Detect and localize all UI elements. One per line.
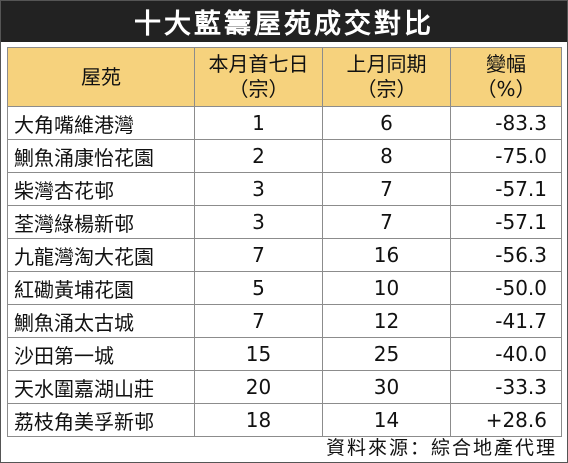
- change-percent: -40.0: [450, 337, 562, 371]
- last-month-count: 30: [322, 370, 451, 404]
- header-change: 變幅 （%）: [450, 47, 562, 107]
- last-month-count: 12: [322, 304, 451, 338]
- last-month-count: 8: [322, 139, 451, 173]
- estate-name: 鰂魚涌太古城: [7, 304, 195, 338]
- change-percent: -57.1: [450, 172, 562, 206]
- page-title: 十大藍籌屋苑成交對比: [1, 1, 567, 42]
- estate-name: 鰂魚涌康怡花園: [7, 139, 195, 173]
- change-percent: +28.6: [450, 403, 562, 437]
- estate-name: 天水圍嘉湖山莊: [7, 370, 195, 404]
- this-month-count: 3: [194, 205, 323, 239]
- table-row: 紅磡黃埔花園 5 10 -50.0: [7, 271, 562, 305]
- table-row: 鰂魚涌太古城 7 12 -41.7: [7, 304, 562, 338]
- estate-name: 荔枝角美孚新邨: [7, 403, 195, 437]
- this-month-count: 7: [194, 304, 323, 338]
- this-month-count: 20: [194, 370, 323, 404]
- last-month-count: 25: [322, 337, 451, 371]
- estate-name: 沙田第一城: [7, 337, 195, 371]
- this-month-count: 2: [194, 139, 323, 173]
- header-this-month-line1: 本月首七日: [208, 52, 309, 76]
- header-last-month: 上月同期 （宗）: [322, 47, 451, 107]
- this-month-count: 7: [194, 238, 323, 272]
- change-percent: -41.7: [450, 304, 562, 338]
- comparison-table: 屋苑 本月首七日 （宗） 上月同期 （宗） 變幅 （%） 大角嘴維港灣 1: [7, 47, 562, 437]
- last-month-count: 16: [322, 238, 451, 272]
- header-estate: 屋苑: [7, 47, 195, 107]
- change-percent: -56.3: [450, 238, 562, 272]
- change-percent: -83.3: [450, 106, 562, 140]
- header-change-unit: （%）: [476, 77, 536, 101]
- last-month-count: 7: [322, 172, 451, 206]
- table-row: 荔枝角美孚新邨 18 14 +28.6: [7, 403, 562, 437]
- table-row: 柴灣杏花邨 3 7 -57.1: [7, 172, 562, 206]
- table-row: 鰂魚涌康怡花園 2 8 -75.0: [7, 139, 562, 173]
- header-last-month-line1: 上月同期: [346, 52, 427, 76]
- estate-name: 柴灣杏花邨: [7, 172, 195, 206]
- this-month-count: 3: [194, 172, 323, 206]
- table-header-row: 屋苑 本月首七日 （宗） 上月同期 （宗） 變幅 （%）: [7, 47, 562, 107]
- change-percent: -75.0: [450, 139, 562, 173]
- change-percent: -33.3: [450, 370, 562, 404]
- last-month-count: 6: [322, 106, 451, 140]
- this-month-count: 5: [194, 271, 323, 305]
- last-month-count: 10: [322, 271, 451, 305]
- table-row: 沙田第一城 15 25 -40.0: [7, 337, 562, 371]
- estate-name: 紅磡黃埔花園: [7, 271, 195, 305]
- table-row: 大角嘴維港灣 1 6 -83.3: [7, 106, 562, 140]
- header-this-month-unit: （宗）: [228, 77, 289, 101]
- header-last-month-unit: （宗）: [356, 77, 417, 101]
- change-percent: -57.1: [450, 205, 562, 239]
- table-row: 荃灣綠楊新邨 3 7 -57.1: [7, 205, 562, 239]
- this-month-count: 15: [194, 337, 323, 371]
- this-month-count: 18: [194, 403, 323, 437]
- estate-name: 荃灣綠楊新邨: [7, 205, 195, 239]
- estate-name: 大角嘴維港灣: [7, 106, 195, 140]
- header-this-month: 本月首七日 （宗）: [194, 47, 323, 107]
- table-row: 天水圍嘉湖山莊 20 30 -33.3: [7, 370, 562, 404]
- source-note: 資料來源：綜合地產代理: [325, 437, 557, 459]
- last-month-count: 7: [322, 205, 451, 239]
- estate-name: 九龍灣淘大花園: [7, 238, 195, 272]
- this-month-count: 1: [194, 106, 323, 140]
- table-row: 九龍灣淘大花園 7 16 -56.3: [7, 238, 562, 272]
- change-percent: -50.0: [450, 271, 562, 305]
- last-month-count: 14: [322, 403, 451, 437]
- header-change-line1: 變幅: [486, 52, 526, 76]
